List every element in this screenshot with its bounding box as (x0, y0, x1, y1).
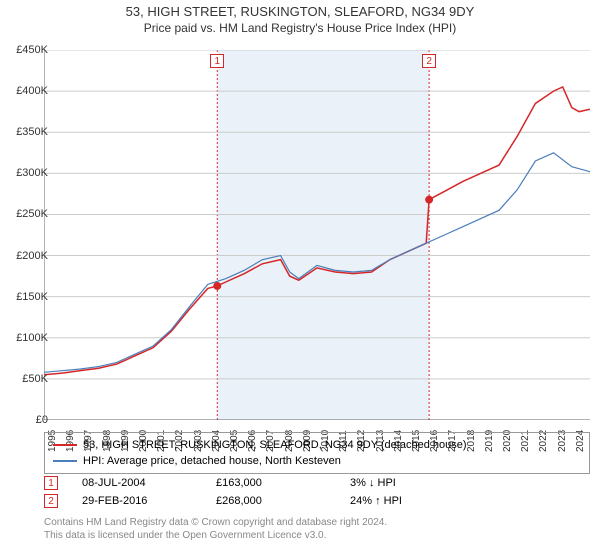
y-tick-label: £350K (16, 126, 48, 138)
legend-swatch-1 (53, 444, 77, 446)
legend-item-2: HPI: Average price, detached house, Nort… (53, 453, 581, 469)
chart-title: 53, HIGH STREET, RUSKINGTON, SLEAFORD, N… (0, 4, 600, 19)
transaction-marker: 1 (44, 476, 58, 490)
y-tick-label: £400K (16, 85, 48, 97)
y-tick-label: £150K (16, 291, 48, 303)
transaction-price: £268,000 (216, 495, 326, 507)
titles: 53, HIGH STREET, RUSKINGTON, SLEAFORD, N… (0, 0, 600, 35)
chart-subtitle: Price paid vs. HM Land Registry's House … (0, 21, 600, 35)
y-tick-label: £0 (36, 414, 48, 426)
transaction-date: 29-FEB-2016 (82, 495, 192, 507)
legend-swatch-2 (53, 460, 77, 462)
transaction-row: 1 08-JUL-2004 £163,000 3% ↓ HPI (44, 474, 590, 492)
event-marker-1: 1 (210, 54, 224, 68)
credits-line-2: This data is licensed under the Open Gov… (44, 529, 590, 542)
transaction-date: 08-JUL-2004 (82, 477, 192, 489)
y-tick-label: £50K (22, 373, 48, 385)
legend-item-1: 53, HIGH STREET, RUSKINGTON, SLEAFORD, N… (53, 437, 581, 453)
transaction-delta: 3% ↓ HPI (350, 477, 460, 489)
transaction-delta: 24% ↑ HPI (350, 495, 460, 507)
legend-label-2: HPI: Average price, detached house, Nort… (83, 455, 341, 467)
legend-label-1: 53, HIGH STREET, RUSKINGTON, SLEAFORD, N… (83, 439, 467, 451)
y-tick-label: £300K (16, 167, 48, 179)
transaction-marker: 2 (44, 494, 58, 508)
y-tick-label: £250K (16, 208, 48, 220)
y-tick-label: £450K (16, 44, 48, 56)
chart-container: 53, HIGH STREET, RUSKINGTON, SLEAFORD, N… (0, 0, 600, 560)
transaction-row: 2 29-FEB-2016 £268,000 24% ↑ HPI (44, 492, 590, 510)
legend: 53, HIGH STREET, RUSKINGTON, SLEAFORD, N… (44, 432, 590, 474)
event-marker-2: 2 (422, 54, 436, 68)
transaction-price: £163,000 (216, 477, 326, 489)
y-tick-label: £200K (16, 250, 48, 262)
line-chart (44, 50, 590, 420)
credits-line-1: Contains HM Land Registry data © Crown c… (44, 516, 590, 529)
credits: Contains HM Land Registry data © Crown c… (44, 516, 590, 542)
transactions: 1 08-JUL-2004 £163,000 3% ↓ HPI 2 29-FEB-2016… (44, 474, 590, 510)
y-tick-label: £100K (16, 332, 48, 344)
